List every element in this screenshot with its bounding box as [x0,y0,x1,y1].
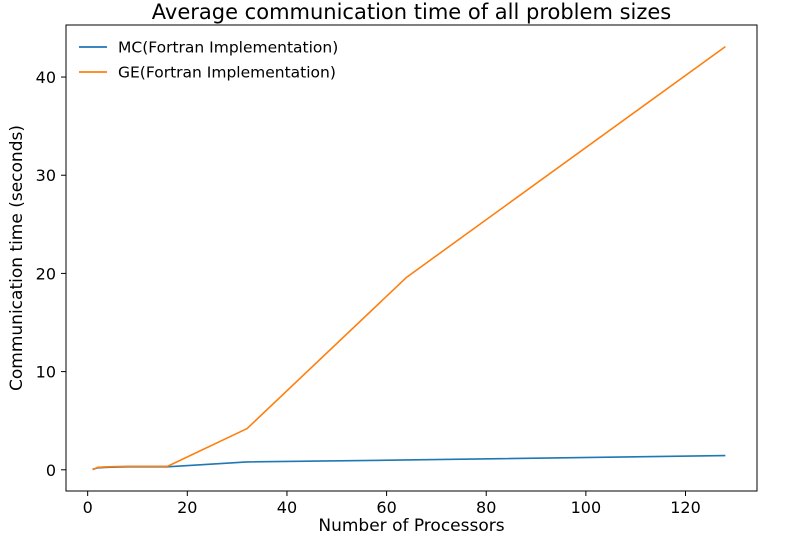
x-tick-label: 40 [277,498,297,517]
legend-label-1: GE(Fortran Implementation) [118,64,336,82]
x-tick-label: 20 [177,498,197,517]
y-axis-label: Communication time (seconds) [7,125,27,391]
y-tick-label: 40 [36,68,56,87]
y-tick-label: 10 [36,363,56,382]
series-layer [92,45,726,471]
legend-label-0: MC(Fortran Implementation) [118,39,338,57]
x-axis: 0 20 40 60 80 100 120 [83,491,701,517]
plot-frame [65,24,758,492]
x-axis-label: Number of Processors [318,516,504,536]
x-tick-label: 0 [83,498,93,517]
y-tick-label: 0 [46,461,56,480]
y-tick-label: 20 [36,264,56,283]
x-tick-label: 120 [670,498,701,517]
y-axis: 0 10 20 30 40 [36,68,66,480]
x-tick-label: 80 [476,498,496,517]
plot-area [65,24,758,492]
legend: MC(Fortran Implementation) GE(Fortran Imp… [79,39,338,82]
y-tick-label: 30 [36,166,56,185]
chart-title: Average communication time of all proble… [152,0,671,24]
series-line-1 [92,45,726,471]
x-tick-label: 60 [376,498,396,517]
x-tick-label: 100 [571,498,602,517]
